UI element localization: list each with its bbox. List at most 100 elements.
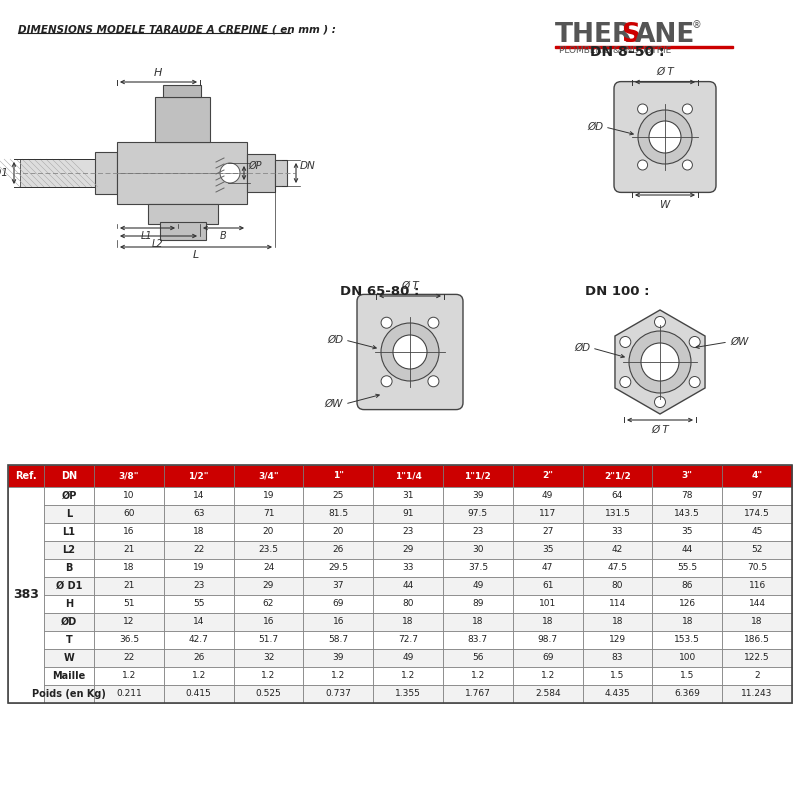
Text: 18: 18 [402, 618, 414, 626]
Text: 114: 114 [609, 599, 626, 609]
Bar [234, 577, 303, 595]
Bar [582, 595, 652, 613]
Text: L1: L1 [141, 231, 153, 241]
Bar [443, 631, 513, 649]
Polygon shape [615, 310, 705, 414]
Bar [164, 595, 234, 613]
Text: B: B [220, 231, 226, 241]
Bar [443, 577, 513, 595]
Text: 2": 2" [542, 471, 553, 481]
Text: 116: 116 [749, 582, 766, 590]
Text: 0.525: 0.525 [256, 690, 282, 698]
Bar [582, 577, 652, 595]
Text: 22: 22 [193, 546, 204, 554]
Text: ØD: ØD [574, 343, 590, 353]
Text: ®: ® [692, 20, 702, 30]
Bar [582, 465, 652, 487]
Bar [234, 613, 303, 631]
Bar [44, 631, 94, 649]
Text: 60: 60 [123, 510, 134, 518]
Text: 16: 16 [123, 527, 134, 537]
Text: 18: 18 [751, 618, 763, 626]
Bar [443, 505, 513, 523]
Text: 14: 14 [193, 491, 204, 501]
Text: 1": 1" [333, 471, 344, 481]
Bar [722, 631, 792, 649]
Text: H: H [65, 599, 73, 609]
Text: 21: 21 [123, 546, 134, 554]
Text: 18: 18 [123, 563, 134, 573]
Text: 0.415: 0.415 [186, 690, 211, 698]
Bar [234, 541, 303, 559]
Bar [653, 541, 722, 559]
Bar [234, 559, 303, 577]
Text: 0.211: 0.211 [116, 690, 142, 698]
Bar [513, 487, 582, 505]
Text: 143.5: 143.5 [674, 510, 700, 518]
Text: 3/4": 3/4" [258, 471, 279, 481]
Bar [94, 465, 164, 487]
Text: 69: 69 [333, 599, 344, 609]
Text: 144: 144 [749, 599, 766, 609]
Bar [164, 523, 234, 541]
Bar [722, 649, 792, 667]
Text: 61: 61 [542, 582, 554, 590]
Text: 20: 20 [263, 527, 274, 537]
Text: 6.369: 6.369 [674, 690, 700, 698]
Bar [582, 631, 652, 649]
Text: 27: 27 [542, 527, 554, 537]
Text: 3/8": 3/8" [118, 471, 139, 481]
Bar [303, 685, 373, 703]
Circle shape [620, 337, 631, 347]
Text: DN 8–50 :: DN 8–50 : [590, 45, 665, 59]
Text: DN 65-80 :: DN 65-80 : [340, 285, 419, 298]
Text: 20: 20 [333, 527, 344, 537]
Text: 49: 49 [472, 582, 483, 590]
Text: 26: 26 [193, 654, 204, 662]
Text: 69: 69 [542, 654, 554, 662]
Text: Poids (en Kg): Poids (en Kg) [32, 689, 106, 699]
Bar [443, 613, 513, 631]
Bar [722, 559, 792, 577]
Circle shape [428, 318, 439, 328]
Bar [373, 613, 443, 631]
Text: 83: 83 [612, 654, 623, 662]
Bar [653, 631, 722, 649]
Bar [303, 667, 373, 685]
Bar [653, 613, 722, 631]
Bar [582, 685, 652, 703]
Bar [164, 577, 234, 595]
Text: 1.5: 1.5 [680, 671, 694, 681]
Text: 44: 44 [682, 546, 693, 554]
Bar [94, 577, 164, 595]
Text: 35: 35 [682, 527, 693, 537]
Text: L1: L1 [62, 527, 75, 537]
Text: 55.5: 55.5 [678, 563, 698, 573]
Bar [94, 613, 164, 631]
Text: 22: 22 [123, 654, 134, 662]
Bar [513, 649, 582, 667]
Bar [513, 613, 582, 631]
Bar [373, 649, 443, 667]
Text: 71: 71 [262, 510, 274, 518]
Text: 16: 16 [333, 618, 344, 626]
Circle shape [428, 376, 439, 386]
Text: 18: 18 [193, 527, 205, 537]
Bar [275, 160, 287, 186]
Text: B: B [66, 563, 73, 573]
Bar [44, 487, 94, 505]
Text: ØD: ØD [61, 617, 77, 627]
Bar [44, 595, 94, 613]
Bar [513, 667, 582, 685]
Bar [722, 577, 792, 595]
Text: 83.7: 83.7 [468, 635, 488, 645]
Bar [513, 559, 582, 577]
Circle shape [220, 163, 240, 183]
Bar [373, 595, 443, 613]
Text: DN 100 :: DN 100 : [585, 285, 650, 298]
Bar [582, 649, 652, 667]
Text: T: T [66, 635, 72, 645]
Text: 25: 25 [333, 491, 344, 501]
Bar [94, 595, 164, 613]
Bar [164, 613, 234, 631]
